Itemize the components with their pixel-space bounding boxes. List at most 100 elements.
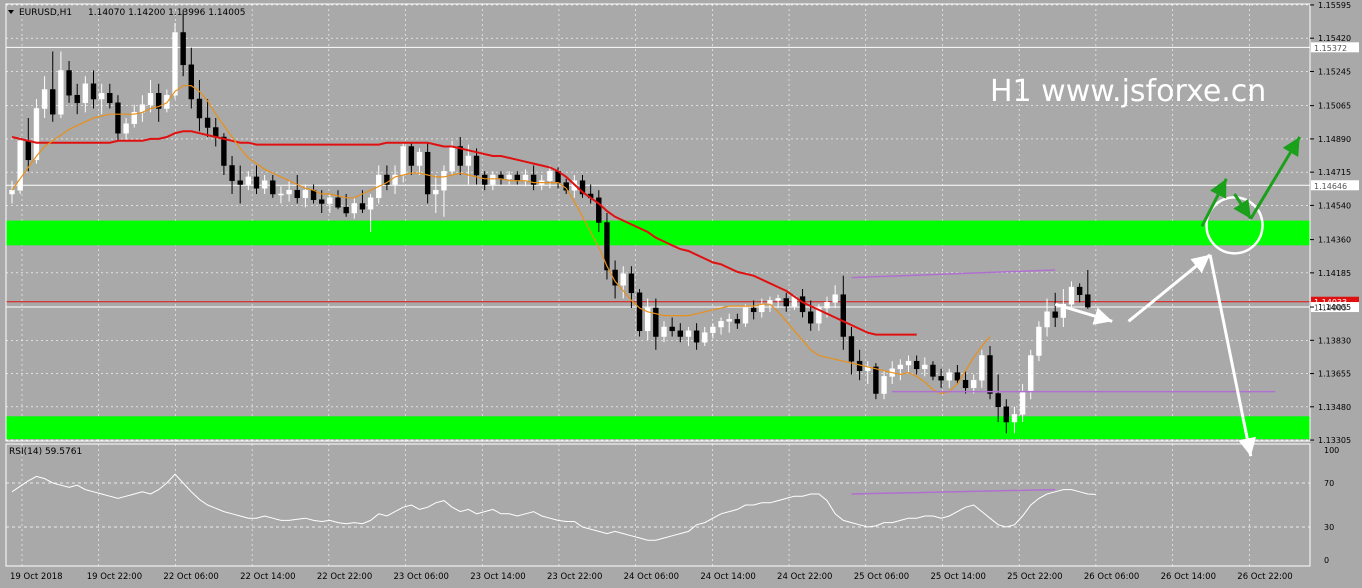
bearish-candle [343,207,349,214]
bearish-candle [604,222,610,271]
price-tick-label: 1.13305 [1318,436,1351,445]
bullish-candle [1036,326,1042,356]
bearish-candle [408,146,415,166]
marked-level-tag [1311,302,1359,313]
bearish-candle [1076,286,1083,295]
bearish-candle [424,151,431,195]
time-tick-label: 24 Oct 22:00 [777,572,832,582]
time-tick-label: 22 Oct 06:00 [163,572,218,582]
bearish-candle [840,294,846,337]
bearish-candle [1085,294,1091,308]
bearish-candle [188,64,194,100]
price-tick-label: 1.13655 [1318,370,1351,379]
time-tick-label: 26 Oct 06:00 [1084,572,1139,582]
bullish-candle [547,170,553,181]
bullish-candle [261,180,268,189]
bullish-candle [367,197,374,210]
price-tick-label: 1.14005 [1318,303,1351,312]
bearish-candle [473,155,480,176]
green-arrow [1200,178,1228,227]
marked-level-tag [1311,296,1359,307]
bearish-candle [229,165,235,181]
marked-level-label: 1.14005 [1314,304,1347,313]
bearish-candle [962,379,969,389]
price-tick-label: 1.13830 [1318,336,1351,345]
moving-average-slow [11,130,917,336]
bearish-candle [180,32,186,66]
time-tick-label: 26 Oct 22:00 [1237,572,1292,582]
time-tick-label: 25 Oct 22:00 [1007,572,1062,582]
green-arrow [1249,136,1301,220]
bearish-candle [783,298,789,307]
bearish-candle [808,311,814,324]
price-tick-label: 1.15245 [1318,67,1351,76]
rsi-trendline [851,488,1056,495]
symbol-dropdown-icon[interactable] [8,10,14,14]
bearish-candle [253,176,260,189]
bullish-candle [971,379,977,389]
time-tick-label: 24 Oct 06:00 [624,572,679,582]
bullish-candle [979,355,985,381]
bearish-candle [734,319,741,324]
bearish-candle [319,199,325,204]
rsi-tick-label: 0 [1324,556,1329,565]
bullish-candle [465,155,472,166]
bearish-candle [669,326,675,332]
price-tick-label: 1.14890 [1318,135,1351,144]
bearish-candle [74,94,80,104]
bearish-candle [848,336,855,362]
bearish-candle [457,146,463,166]
marked-level-label: 1.14646 [1314,182,1347,191]
bullish-candle [1011,414,1018,423]
bearish-candle [799,296,806,313]
price-tick-label: 1.15065 [1318,102,1351,111]
time-tick-label: 26 Oct 14:00 [1161,572,1216,582]
white-arrow [1208,254,1257,457]
horizontal-levels [6,46,1310,308]
time-tick-label: 19 Oct 22:00 [87,572,142,582]
bullish-candle [661,326,667,337]
bullish-candle [245,176,252,185]
bearish-candle [50,89,56,115]
bullish-candle [33,108,40,161]
bearish-candle [90,83,97,100]
bullish-candle [131,112,137,124]
bearish-candle [156,93,162,109]
bullish-candle [416,151,423,166]
bearish-candle [693,330,700,343]
bearish-candle [954,372,961,381]
bullish-candle [620,273,626,286]
trendline [851,269,1056,279]
bullish-candle [1068,286,1075,305]
bullish-candle [1019,391,1026,415]
marked-level-tag [1311,180,1359,191]
watermark-text: H1 www.jsforxe.cn [990,74,1266,109]
bullish-candle [522,174,529,181]
bearish-candle [482,174,488,185]
bearish-candle [66,70,72,96]
bearish-candle [677,330,683,337]
price-zone [6,416,1310,440]
rsi-line [11,473,1097,541]
bullish-candle [881,376,887,394]
bullish-candle [441,170,447,191]
bullish-candle [17,140,23,191]
bearish-candle [913,360,920,370]
bearish-candle [636,292,643,332]
symbol-label: EURUSD,H1 [19,8,72,18]
bearish-candle [873,366,879,394]
rsi-tick-label: 100 [1324,446,1339,455]
bearish-candle [335,197,341,208]
bearish-candle [987,355,993,394]
highlight-circle [1205,196,1264,255]
price-tick-label: 1.14185 [1318,269,1351,278]
bullish-candle [775,298,781,301]
bullish-candle [946,372,952,381]
bearish-candle [938,376,944,381]
bearish-candle [196,98,203,119]
bullish-candle [1028,355,1034,392]
bearish-candle [221,136,227,166]
white-arrow [1054,302,1113,325]
